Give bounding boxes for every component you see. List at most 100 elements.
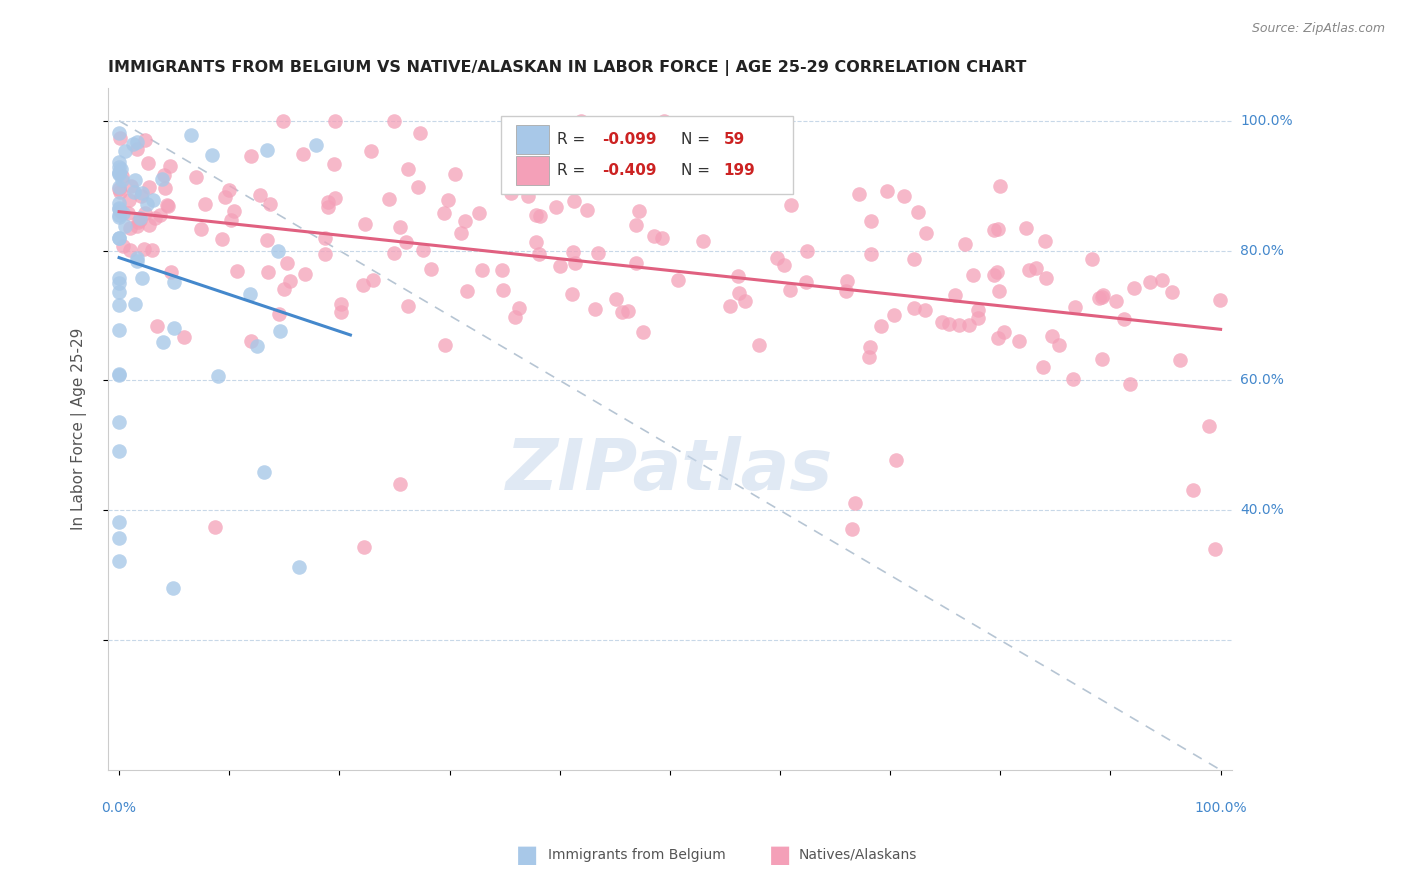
Point [135, 197, 157, 211]
Point [128, 212, 150, 227]
Point [108, 210, 131, 224]
Text: IMMIGRANTS FROM BELGIUM VS NATIVE/ALASKAN IN LABOR FORCE | AGE 25-29 CORRELATION: IMMIGRANTS FROM BELGIUM VS NATIVE/ALASKA… [108, 60, 1026, 76]
Point [987, 284, 1010, 298]
Point [125, 251, 148, 265]
Text: N =: N = [681, 163, 716, 178]
Point [870, 319, 893, 334]
Point [772, 258, 794, 272]
Point [134, 133, 156, 147]
Point [194, 197, 217, 211]
Point [138, 218, 160, 232]
Point [353, 540, 375, 554]
Point [1091, 288, 1114, 302]
Point [108, 231, 131, 245]
Point [108, 531, 131, 545]
Point [108, 323, 131, 337]
Text: Immigrants from Belgium: Immigrants from Belgium [548, 847, 725, 862]
Point [118, 194, 141, 208]
Text: R =: R = [558, 132, 591, 147]
Point [943, 287, 966, 301]
Point [377, 192, 399, 206]
Point [141, 244, 163, 258]
Point [108, 167, 131, 181]
Point [108, 202, 131, 217]
Point [409, 127, 432, 141]
Point [437, 193, 460, 207]
Point [966, 303, 988, 318]
Point [136, 156, 159, 170]
Point [841, 522, 863, 536]
Point [111, 169, 134, 183]
Point [396, 161, 419, 176]
Point [1032, 360, 1054, 375]
FancyBboxPatch shape [516, 156, 548, 185]
Point [125, 135, 148, 149]
Text: 59: 59 [724, 132, 745, 147]
Point [987, 330, 1010, 344]
Point [111, 239, 134, 253]
Point [389, 219, 412, 234]
Point [1062, 372, 1084, 386]
Point [631, 325, 654, 339]
Point [117, 206, 139, 220]
Point [152, 168, 174, 182]
FancyBboxPatch shape [516, 125, 548, 153]
Point [1105, 293, 1128, 308]
Point [256, 143, 278, 157]
Point [569, 113, 592, 128]
Point [1033, 234, 1056, 248]
Point [114, 219, 136, 233]
Point [108, 155, 131, 169]
Point [292, 146, 315, 161]
Text: ZIPatlas: ZIPatlas [506, 435, 834, 505]
Point [218, 183, 240, 197]
Text: ■: ■ [769, 843, 792, 866]
Point [914, 302, 936, 317]
Point [727, 269, 749, 284]
Point [612, 305, 634, 319]
Point [108, 270, 131, 285]
Point [576, 202, 599, 217]
Point [1150, 273, 1173, 287]
Point [734, 294, 756, 309]
Point [122, 136, 145, 151]
Point [471, 263, 494, 277]
Point [240, 334, 263, 349]
Point [180, 128, 202, 142]
Point [211, 232, 233, 246]
Point [948, 318, 970, 332]
Point [108, 208, 131, 222]
Point [748, 338, 770, 352]
Point [1040, 329, 1063, 343]
Point [122, 185, 145, 199]
Point [1047, 337, 1070, 351]
Point [1088, 291, 1111, 305]
Point [903, 252, 925, 267]
Point [108, 126, 131, 140]
Point [124, 173, 146, 187]
Point [938, 318, 960, 332]
Point [108, 367, 131, 381]
Point [127, 215, 149, 229]
Point [585, 301, 607, 316]
Point [1091, 290, 1114, 304]
Point [962, 268, 984, 283]
Point [138, 179, 160, 194]
Point [269, 324, 291, 338]
Point [766, 251, 789, 265]
Point [108, 182, 131, 196]
Point [492, 284, 515, 298]
Point [240, 149, 263, 163]
Point [1204, 541, 1226, 556]
Point [692, 235, 714, 249]
Point [156, 199, 179, 213]
Point [779, 283, 801, 297]
Point [204, 520, 226, 534]
Point [108, 276, 131, 290]
Point [627, 203, 650, 218]
Point [108, 203, 131, 218]
Point [354, 217, 377, 231]
Text: -0.409: -0.409 [602, 163, 657, 178]
Text: Source: ZipAtlas.com: Source: ZipAtlas.com [1251, 22, 1385, 36]
Point [1035, 270, 1057, 285]
